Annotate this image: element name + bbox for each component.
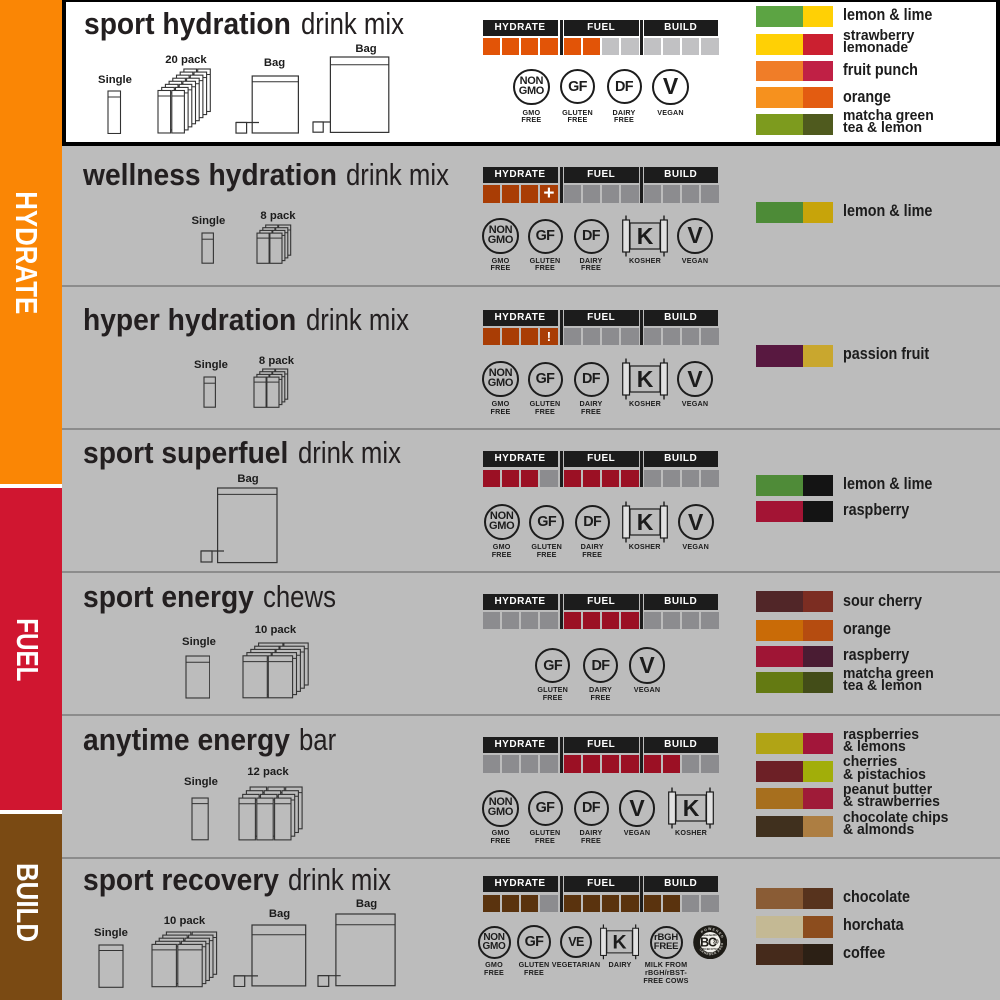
svg-text:K: K (636, 509, 653, 535)
svg-text:GanedenBC: GanedenBC (701, 933, 717, 937)
svg-text:K: K (613, 932, 627, 954)
svg-text:K: K (637, 366, 654, 392)
svg-text:K: K (683, 795, 700, 821)
svg-text:BC: BC (700, 935, 717, 949)
svg-text:K: K (637, 223, 654, 249)
svg-text:PROBIOTIC: PROBIOTIC (699, 947, 719, 951)
svg-text:30: 30 (713, 939, 719, 945)
